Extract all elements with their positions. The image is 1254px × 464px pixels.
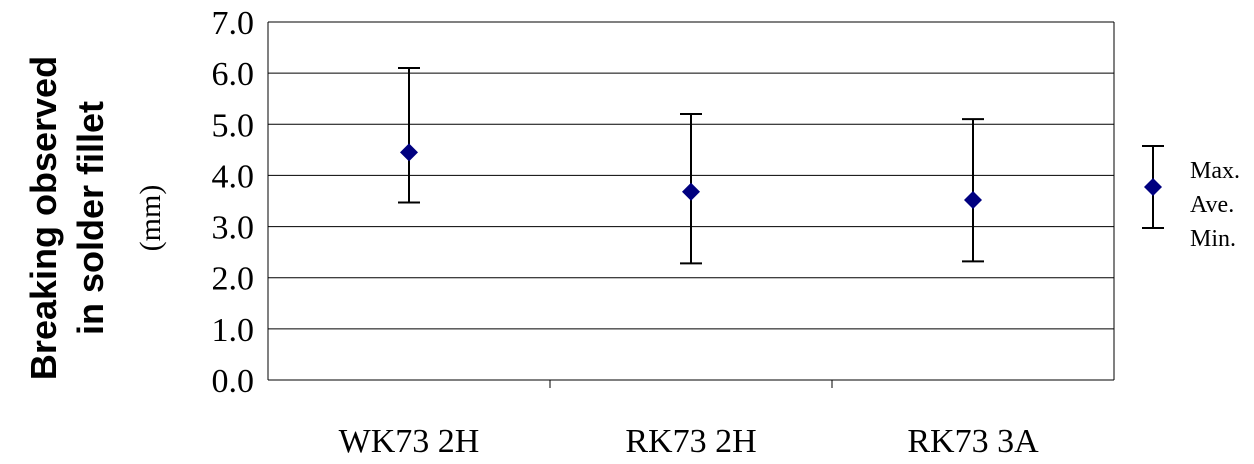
legend-label-min: Min.	[1190, 226, 1236, 252]
legend-average-marker	[1144, 178, 1162, 196]
legend: Max. Ave. Min.	[1142, 145, 1240, 252]
average-marker	[964, 190, 982, 209]
y-tick-label: 1.0	[212, 312, 255, 349]
x-tick-label: WK73 2H	[339, 423, 480, 460]
y-axis-title-line-1: Breaking observed	[23, 56, 64, 380]
x-tick-labels: WK73 2H RK73 2H RK73 3A	[339, 423, 1039, 460]
y-tick-label: 7.0	[212, 5, 255, 42]
legend-label-max: Max.	[1190, 158, 1240, 184]
y-tick-label: 6.0	[212, 56, 255, 93]
y-tick-label: 2.0	[212, 261, 255, 298]
y-tick-label: 0.0	[212, 363, 255, 400]
y-tick-label: 4.0	[212, 158, 255, 195]
data-series	[398, 67, 984, 265]
x-tick-label: RK73 2H	[625, 423, 756, 460]
axes	[267, 22, 1115, 388]
y-axis-title-line-2: in solder fillet	[70, 101, 111, 335]
average-marker	[400, 143, 418, 162]
y-axis-title-unit: (mm)	[134, 185, 167, 252]
legend-label-ave: Ave.	[1190, 192, 1234, 218]
y-tick-label: 5.0	[212, 107, 255, 144]
y-axis-title: Breaking observed in solder fillet (mm)	[23, 56, 167, 380]
y-tick-labels: 0.0 1.0 2.0 3.0 4.0 5.0 6.0 7.0	[212, 5, 255, 400]
average-marker	[682, 182, 700, 201]
x-tick-label: RK73 3A	[907, 423, 1039, 460]
y-tick-label: 3.0	[212, 210, 255, 247]
